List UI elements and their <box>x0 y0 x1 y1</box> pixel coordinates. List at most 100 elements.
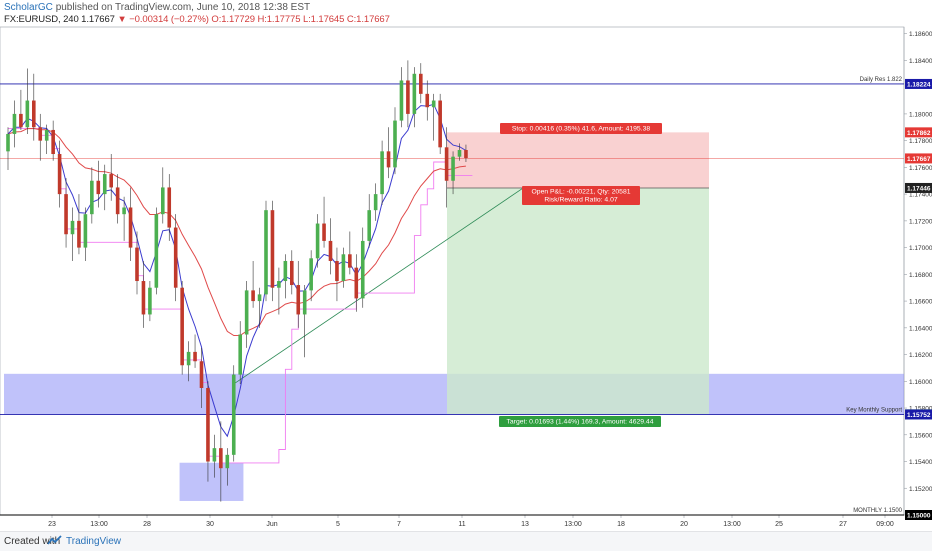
candle-body[interactable] <box>154 214 159 288</box>
candle-body[interactable] <box>328 240 333 261</box>
tradingview-logo-icon[interactable] <box>47 535 63 546</box>
candle-body[interactable] <box>244 290 249 335</box>
candle-body[interactable] <box>296 285 301 315</box>
candle-body[interactable] <box>406 80 410 114</box>
take-profit-zone[interactable] <box>447 187 709 415</box>
candle-body[interactable] <box>38 127 43 141</box>
publish-header: ScholarGC published on TradingView.com, … <box>4 2 310 13</box>
candle-body[interactable] <box>51 129 55 155</box>
candle-body[interactable] <box>380 151 384 195</box>
candle-body[interactable] <box>193 351 197 362</box>
candle-body[interactable] <box>44 129 49 141</box>
candle-body[interactable] <box>102 174 107 195</box>
candle-body[interactable] <box>199 361 204 388</box>
x-tick-label: 28 <box>143 521 151 528</box>
candle-body[interactable] <box>290 260 294 286</box>
symbol-name[interactable]: FX:EURUSD, 240 <box>4 14 79 25</box>
candle-body[interactable] <box>231 374 236 455</box>
candle-body[interactable] <box>386 151 391 168</box>
y-tick-label: 1.16400 <box>909 325 932 332</box>
candle-body[interactable] <box>32 100 36 128</box>
candle-body[interactable] <box>212 448 217 462</box>
candle-body[interactable] <box>419 73 423 94</box>
candle-body[interactable] <box>341 254 346 282</box>
candle-body[interactable] <box>70 220 75 235</box>
candle-body[interactable] <box>270 210 275 288</box>
candle-body[interactable] <box>451 156 455 181</box>
candle-body[interactable] <box>277 281 281 288</box>
candle-body[interactable] <box>335 260 339 282</box>
candle-body[interactable] <box>141 281 146 315</box>
candle-body[interactable] <box>348 254 352 268</box>
candle-body[interactable] <box>322 223 326 241</box>
price-tag-text: 1.18224 <box>907 81 931 88</box>
candle-body[interactable] <box>135 247 139 282</box>
candle-body[interactable] <box>238 334 242 375</box>
candle-body[interactable] <box>444 147 449 181</box>
candle-body[interactable] <box>6 133 10 152</box>
candle-body[interactable] <box>315 223 320 259</box>
candle-body[interactable] <box>457 150 462 157</box>
y-tick-label: 1.17800 <box>909 138 932 145</box>
candle-body[interactable] <box>206 387 210 462</box>
candle-body[interactable] <box>12 113 17 134</box>
y-tick-label: 1.18600 <box>909 31 932 38</box>
y-tick-label: 1.16000 <box>909 379 932 386</box>
candle-body[interactable] <box>57 154 62 195</box>
candle-body[interactable] <box>360 240 365 299</box>
x-tick-label: 27 <box>839 521 847 528</box>
author-name[interactable]: ScholarGC <box>4 2 53 13</box>
candle-body[interactable] <box>186 351 191 366</box>
candle-body[interactable] <box>399 80 404 121</box>
price-tag <box>905 78 932 89</box>
candle-body[interactable] <box>109 174 113 188</box>
candle-body[interactable] <box>77 220 81 248</box>
candle-body[interactable] <box>64 194 68 235</box>
candle-body[interactable] <box>257 294 262 302</box>
candle-body[interactable] <box>302 290 307 315</box>
candle-body[interactable] <box>251 290 255 302</box>
candle-body[interactable] <box>264 210 268 295</box>
candle-body[interactable] <box>90 180 94 215</box>
y-tick-label: 1.15600 <box>909 432 932 439</box>
created-with-label: Created with <box>4 536 61 547</box>
chart[interactable]: 1.18600 1.18400 1.18000 1.17800 1.17600 1.174… <box>0 0 932 531</box>
low-box-zone <box>179 462 244 501</box>
tradingview-brand-link[interactable]: TradingView <box>66 536 122 547</box>
candle-body[interactable] <box>425 93 430 108</box>
x-tick-label: 5 <box>336 521 340 528</box>
candle-body[interactable] <box>373 194 378 211</box>
candle-body[interactable] <box>25 100 30 128</box>
candle-body[interactable] <box>354 267 359 299</box>
candle-body[interactable] <box>19 113 23 128</box>
level-label: Daily Res 1.822 <box>860 77 903 83</box>
candle-body[interactable] <box>225 454 230 469</box>
candle-body[interactable] <box>173 227 178 288</box>
candle-body[interactable] <box>283 260 288 282</box>
candle-body[interactable] <box>115 187 120 215</box>
candle-body[interactable] <box>431 100 436 108</box>
candle-body[interactable] <box>438 100 442 148</box>
candle-body[interactable] <box>122 207 126 215</box>
candle-body[interactable] <box>161 187 165 215</box>
trendline[interactable] <box>233 187 525 385</box>
candle-body[interactable] <box>96 180 101 195</box>
x-tick-label: Jun <box>266 521 277 528</box>
x-tick-label: 09:00 <box>876 521 894 528</box>
candle-body[interactable] <box>412 73 417 114</box>
candle-body[interactable] <box>180 287 184 366</box>
candle-body[interactable] <box>367 210 371 241</box>
price-tag-text: 1.15000 <box>907 513 931 520</box>
stop-loss-zone[interactable] <box>447 132 709 188</box>
candle-body[interactable] <box>309 258 313 291</box>
candle-body[interactable] <box>83 214 88 248</box>
candle-body[interactable] <box>393 120 397 168</box>
candle-body[interactable] <box>128 207 133 248</box>
candle-body[interactable] <box>464 150 468 159</box>
candle-body[interactable] <box>167 187 172 228</box>
y-tick-label: 1.18000 <box>909 111 932 118</box>
candle-body[interactable] <box>148 287 152 315</box>
candle-body[interactable] <box>219 448 223 469</box>
x-tick-label: 13:00 <box>564 521 582 528</box>
x-tick-label: 23 <box>48 521 56 528</box>
